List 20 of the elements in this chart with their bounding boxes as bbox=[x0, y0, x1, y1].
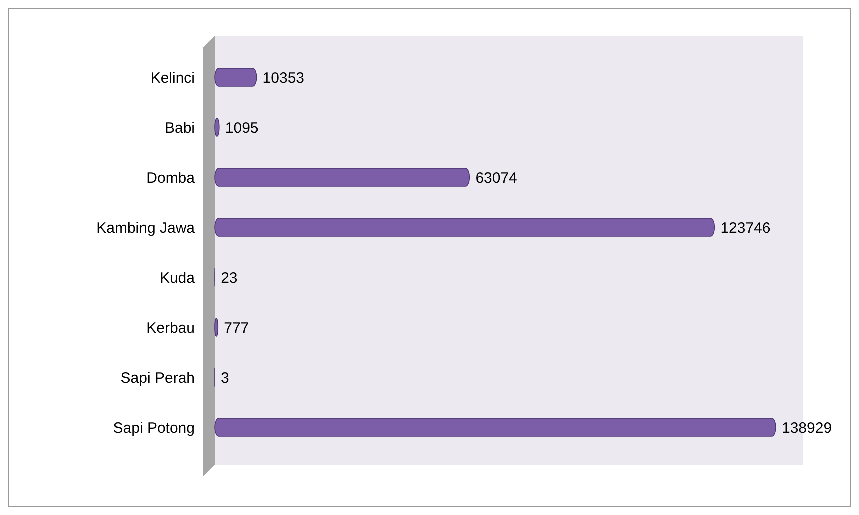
data-label: 138929 bbox=[782, 420, 832, 437]
y-tick-label: Kuda bbox=[160, 270, 196, 287]
y-tick-label: Sapi Perah bbox=[120, 370, 195, 387]
bar bbox=[214, 218, 716, 237]
y-tick-label: Kambing Jawa bbox=[96, 220, 196, 237]
y-tick-label: Kelinci bbox=[150, 70, 195, 87]
data-label: 777 bbox=[224, 320, 250, 337]
y-tick-label: Babi bbox=[164, 120, 195, 137]
data-label: 10353 bbox=[262, 70, 305, 87]
y-tick-label: Domba bbox=[146, 170, 196, 187]
y-tick-label: Kerbau bbox=[146, 320, 195, 337]
data-label: 1095 bbox=[225, 120, 259, 137]
bar bbox=[214, 68, 258, 87]
data-label: 23 bbox=[221, 270, 238, 287]
bar bbox=[214, 168, 470, 187]
bar bbox=[214, 418, 776, 437]
data-label: 3 bbox=[221, 370, 230, 387]
data-label: 123746 bbox=[720, 220, 771, 237]
y-tick-label: Sapi Potong bbox=[113, 420, 195, 437]
data-label: 63074 bbox=[476, 170, 518, 187]
